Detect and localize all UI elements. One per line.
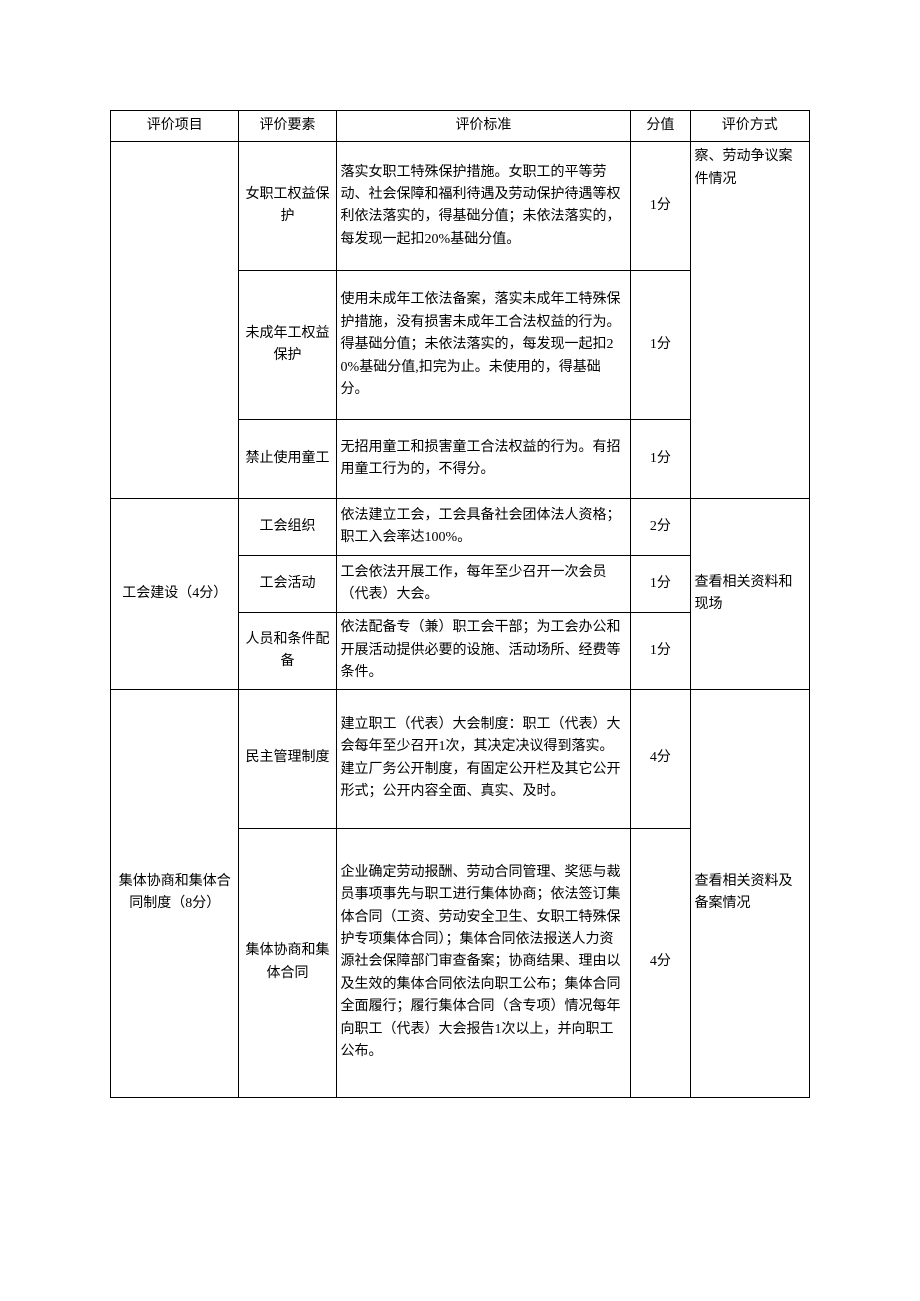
- score-democracy: 4分: [631, 689, 690, 828]
- project-collective: 集体协商和集体合同制度（8分）: [111, 689, 239, 1097]
- element-child: 禁止使用童工: [239, 420, 336, 499]
- std-minor: 使用未成年工依法备案，落实未成年工特殊保护措施，没有损害未成年工合法权益的行为。…: [336, 271, 631, 420]
- std-union-org: 依法建立工会，工会具备社会团体法人资格；职工入会率达100%。: [336, 499, 631, 556]
- method-union: 查看相关资料和现场: [690, 499, 810, 689]
- score-union-activity: 1分: [631, 556, 690, 613]
- score-collective: 4分: [631, 828, 690, 1097]
- project-cell-cont: [111, 142, 239, 499]
- std-female: 落实女职工特殊保护措施。女职工的平等劳动、社会保障和福利待遇及劳动保护待遇等权利…: [336, 142, 631, 271]
- row-female-rights: 女职工权益保护 落实女职工特殊保护措施。女职工的平等劳动、社会保障和福利待遇及劳…: [111, 142, 810, 271]
- score-minor: 1分: [631, 271, 690, 420]
- std-union-activity: 工会依法开展工作，每年至少召开一次会员（代表）大会。: [336, 556, 631, 613]
- evaluation-table: 评价项目 评价要素 评价标准 分值 评价方式 女职工权益保护 落实女职工特殊保护…: [110, 110, 810, 1098]
- std-democracy: 建立职工（代表）大会制度：职工（代表）大会每年至少召开1次，其决定决议得到落实。…: [336, 689, 631, 828]
- project-union: 工会建设（4分）: [111, 499, 239, 689]
- method-collective: 查看相关资料及备案情况: [690, 689, 810, 1097]
- method-cell-cont: 察、劳动争议案件情况: [690, 142, 810, 499]
- hdr-score: 分值: [631, 111, 690, 142]
- row-union-org: 工会建设（4分） 工会组织 依法建立工会，工会具备社会团体法人资格；职工入会率达…: [111, 499, 810, 556]
- std-union-staff: 依法配备专（兼）职工会干部；为工会办公和开展活动提供必要的设施、活动场所、经费等…: [336, 613, 631, 689]
- element-union-staff: 人员和条件配备: [239, 613, 336, 689]
- hdr-element: 评价要素: [239, 111, 336, 142]
- header-row: 评价项目 评价要素 评价标准 分值 评价方式: [111, 111, 810, 142]
- score-child: 1分: [631, 420, 690, 499]
- std-child: 无招用童工和损害童工合法权益的行为。有招用童工行为的，不得分。: [336, 420, 631, 499]
- hdr-std: 评价标准: [336, 111, 631, 142]
- score-union-org: 2分: [631, 499, 690, 556]
- score-female: 1分: [631, 142, 690, 271]
- row-democracy: 集体协商和集体合同制度（8分） 民主管理制度 建立职工（代表）大会制度：职工（代…: [111, 689, 810, 828]
- element-collective: 集体协商和集体合同: [239, 828, 336, 1097]
- hdr-project: 评价项目: [111, 111, 239, 142]
- std-collective: 企业确定劳动报酬、劳动合同管理、奖惩与裁员事项事先与职工进行集体协商；依法签订集…: [336, 828, 631, 1097]
- hdr-method: 评价方式: [690, 111, 810, 142]
- element-minor: 未成年工权益保护: [239, 271, 336, 420]
- score-union-staff: 1分: [631, 613, 690, 689]
- element-democracy: 民主管理制度: [239, 689, 336, 828]
- element-union-activity: 工会活动: [239, 556, 336, 613]
- element-female: 女职工权益保护: [239, 142, 336, 271]
- element-union-org: 工会组织: [239, 499, 336, 556]
